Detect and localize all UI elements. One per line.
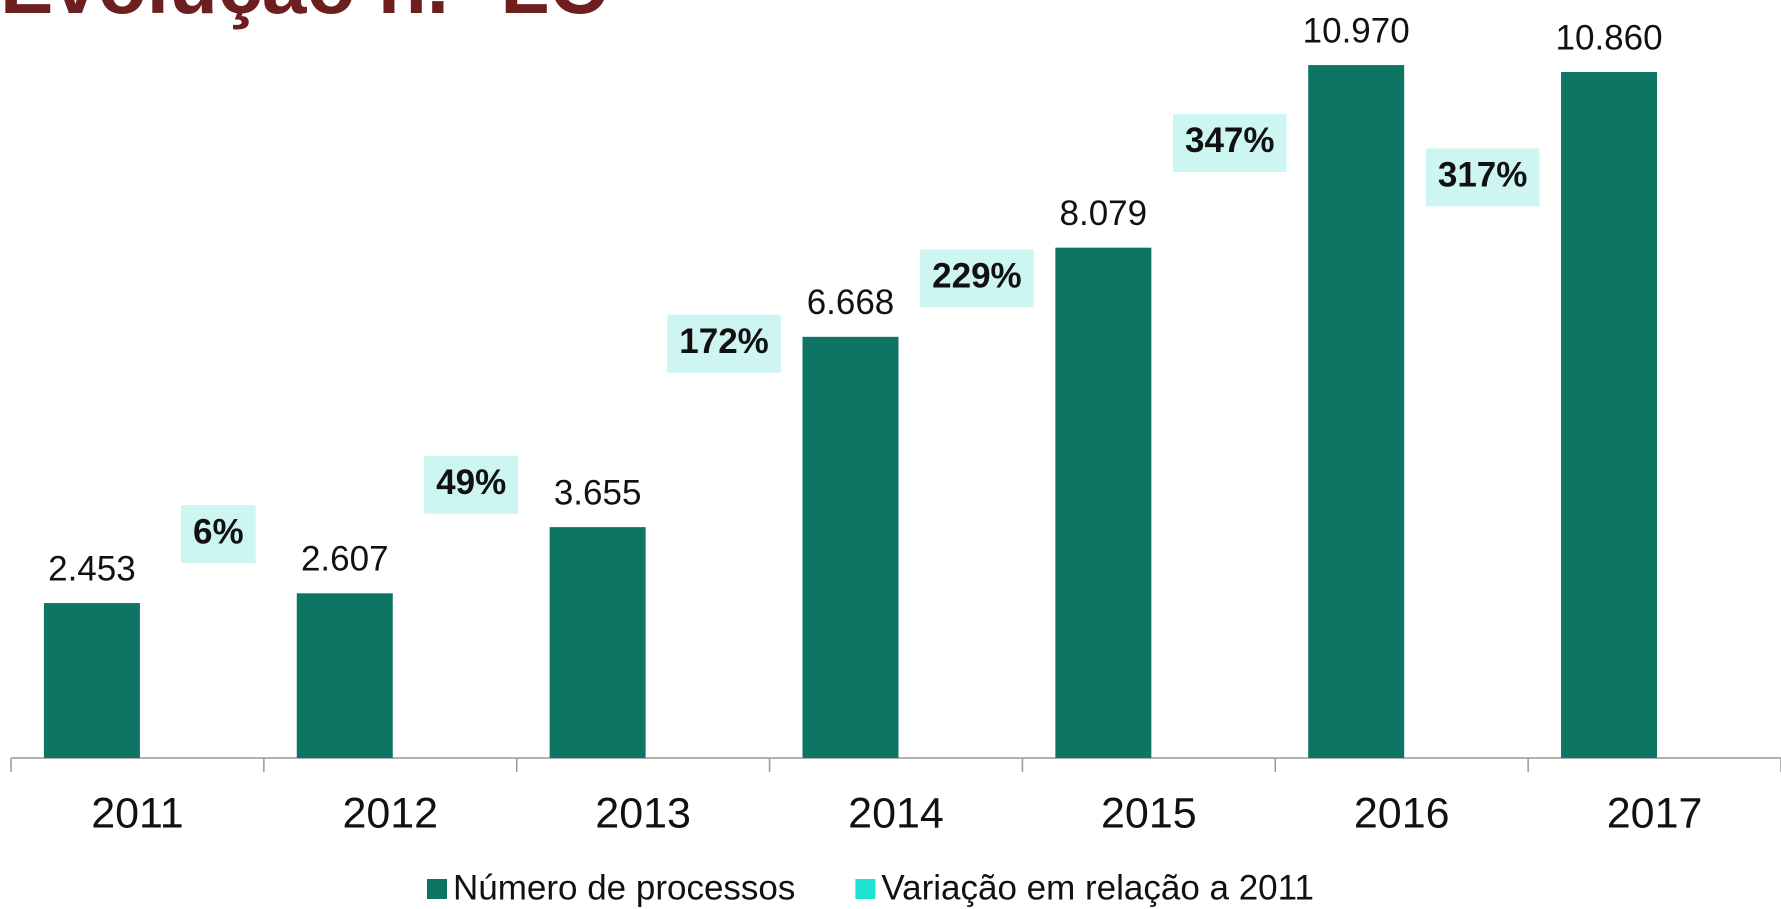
variation-box <box>920 249 1034 308</box>
variation-box <box>424 455 519 514</box>
x-tick-label: 2017 <box>1607 789 1703 837</box>
variation-box <box>1173 113 1287 172</box>
value-label: 10.860 <box>1556 18 1663 57</box>
chart-title: Evolução n.º LC <box>0 0 607 30</box>
x-tick-label: 2013 <box>595 789 691 837</box>
variation-label: 172% <box>679 322 769 361</box>
legend-label: Variação em relação a 2011 <box>881 868 1314 907</box>
variation-box <box>181 505 256 564</box>
value-label: 10.970 <box>1303 11 1410 50</box>
x-tick-label: 2015 <box>1101 789 1197 837</box>
variation-box <box>1425 148 1540 207</box>
bar <box>802 336 899 758</box>
value-label: 2.453 <box>48 549 136 588</box>
legend-label: Número de processos <box>453 868 795 907</box>
x-tick-label: 2014 <box>848 789 944 837</box>
legend-swatch <box>855 879 876 899</box>
bar <box>1561 72 1658 758</box>
variation-label: 317% <box>1438 156 1528 195</box>
bar <box>549 527 646 758</box>
bar <box>1055 247 1152 758</box>
variation-box <box>667 314 781 373</box>
value-label: 8.079 <box>1060 194 1148 233</box>
legend-swatch <box>427 879 447 899</box>
value-label: 2.607 <box>301 540 389 579</box>
variation-label: 6% <box>193 512 244 551</box>
x-tick-label: 2016 <box>1354 789 1450 837</box>
x-tick-label: 2011 <box>91 789 183 837</box>
bar <box>1308 65 1405 759</box>
value-label: 3.655 <box>554 473 642 512</box>
variation-label: 229% <box>932 257 1022 296</box>
variation-label: 347% <box>1185 121 1275 160</box>
bar <box>43 603 140 758</box>
value-label: 6.668 <box>807 283 895 322</box>
bar <box>296 593 393 758</box>
x-tick-label: 2012 <box>342 789 438 837</box>
variation-label: 49% <box>436 463 506 502</box>
